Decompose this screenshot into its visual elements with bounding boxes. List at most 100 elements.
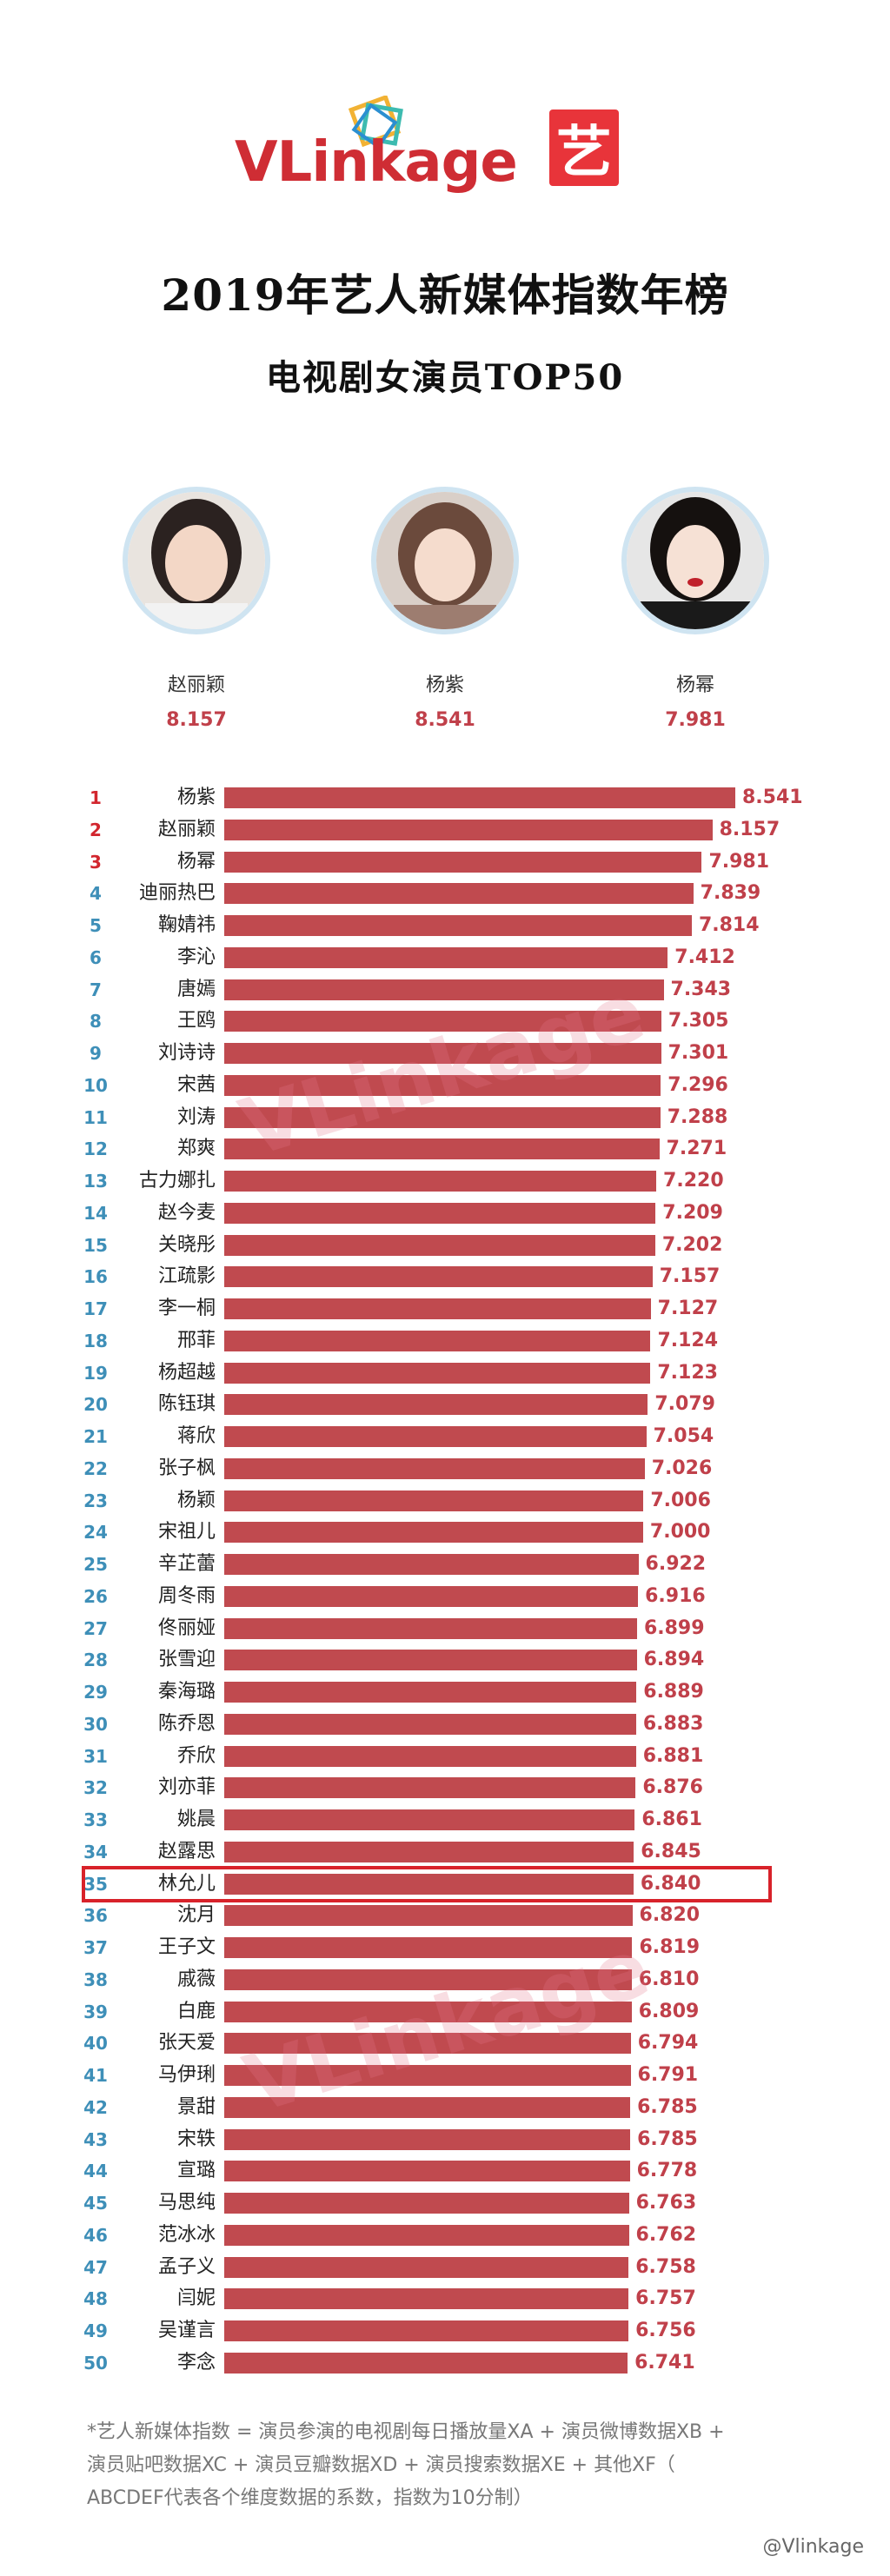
chart-row: 45 马思纯 6.763 bbox=[0, 2188, 890, 2219]
actress-name-label: 蒋欣 bbox=[176, 1425, 216, 1447]
score-bar bbox=[224, 1554, 639, 1575]
actress-name-label: 乔欣 bbox=[176, 1744, 216, 1767]
rank-label: 1 bbox=[90, 787, 102, 808]
score-bar bbox=[224, 1394, 648, 1416]
actress-name-label: 刘诗诗 bbox=[157, 1042, 216, 1064]
rank-label: 49 bbox=[83, 2320, 108, 2341]
chart-row: 16 江疏影 7.157 bbox=[0, 1261, 890, 1292]
chart-row: 8 王鸥 7.305 bbox=[0, 1006, 890, 1037]
chart-row: 50 李念 6.741 bbox=[0, 2347, 890, 2379]
score-value-label: 7.412 bbox=[674, 946, 735, 968]
score-value-label: 6.794 bbox=[637, 2032, 699, 2055]
score-value-label: 6.758 bbox=[635, 2255, 696, 2278]
actress-name-label: 李一桐 bbox=[157, 1298, 216, 1319]
score-value-label: 6.840 bbox=[640, 1872, 701, 1895]
score-value-label: 6.763 bbox=[635, 2192, 697, 2214]
portrait-icon bbox=[128, 492, 265, 629]
top3-name: 杨幂 bbox=[675, 674, 714, 696]
rank-label: 46 bbox=[83, 2224, 108, 2246]
score-value-label: 6.881 bbox=[642, 1744, 704, 1767]
score-bar bbox=[224, 2161, 630, 2182]
chart-row: 36 沈月 6.820 bbox=[0, 1900, 890, 1931]
rank-label: 37 bbox=[83, 1937, 108, 1958]
rank-label: 7 bbox=[90, 979, 102, 1000]
actress-name-label: 杨颖 bbox=[176, 1489, 216, 1511]
score-bar bbox=[224, 1969, 632, 1990]
top3-card-3: 杨幂 7.981 bbox=[608, 487, 782, 731]
actress-name-label: 王鸥 bbox=[176, 1010, 216, 1032]
score-value-label: 6.889 bbox=[643, 1681, 704, 1703]
chart-row: 3 杨幂 7.981 bbox=[0, 846, 890, 878]
top3-name: 赵丽颖 bbox=[167, 674, 225, 696]
score-value-label: 6.883 bbox=[642, 1712, 704, 1735]
score-bar bbox=[224, 2193, 629, 2214]
rank-label: 33 bbox=[83, 1809, 108, 1830]
actress-name-label: 江疏影 bbox=[157, 1265, 216, 1288]
chart-row: 25 辛芷蕾 6.922 bbox=[0, 1549, 890, 1580]
rank-label: 17 bbox=[83, 1298, 108, 1319]
score-value-label: 6.876 bbox=[642, 1776, 703, 1799]
rank-label: 8 bbox=[90, 1011, 102, 1032]
actress-name-label: 马思纯 bbox=[157, 2192, 216, 2214]
score-bar bbox=[224, 1043, 661, 1064]
score-bar bbox=[224, 2033, 631, 2055]
chart-row: 15 关晓彤 7.202 bbox=[0, 1230, 890, 1261]
top3-score: 7.981 bbox=[665, 709, 726, 731]
rank-label: 40 bbox=[83, 2033, 108, 2055]
score-bar bbox=[224, 1809, 635, 1830]
score-value-label: 8.541 bbox=[742, 787, 803, 808]
rank-label: 42 bbox=[83, 2096, 108, 2118]
score-value-label: 6.845 bbox=[641, 1840, 701, 1862]
score-bar bbox=[224, 787, 735, 808]
score-value-label: 7.301 bbox=[668, 1042, 729, 1064]
chart-row: 17 李一桐 7.127 bbox=[0, 1293, 890, 1325]
rank-label: 38 bbox=[83, 1969, 108, 1990]
chart-row: 13 古力娜扎 7.220 bbox=[0, 1165, 890, 1197]
rank-label: 20 bbox=[83, 1394, 108, 1416]
actress-name-label: 迪丽热巴 bbox=[138, 882, 216, 905]
actress-name-label: 沈月 bbox=[176, 1904, 216, 1927]
actress-name-label: 周冬雨 bbox=[157, 1584, 216, 1607]
chart-row: 4 迪丽热巴 7.839 bbox=[0, 878, 890, 909]
portrait-icon bbox=[376, 492, 514, 629]
score-bar bbox=[224, 1234, 655, 1256]
chart-row: 29 秦海璐 6.889 bbox=[0, 1676, 890, 1708]
score-bar bbox=[224, 1362, 651, 1384]
actress-name-label: 鞠婧祎 bbox=[157, 914, 216, 936]
score-bar bbox=[224, 1777, 636, 1799]
rank-label: 50 bbox=[83, 2352, 108, 2374]
rank-label: 48 bbox=[83, 2288, 108, 2310]
score-value-label: 7.006 bbox=[650, 1489, 711, 1511]
score-value-label: 7.157 bbox=[659, 1265, 721, 1288]
score-bar bbox=[224, 1650, 637, 1671]
actress-name-label: 范冰冰 bbox=[157, 2223, 216, 2246]
actress-name-label: 赵今麦 bbox=[157, 1201, 216, 1224]
score-value-label: 7.124 bbox=[657, 1329, 719, 1351]
score-value-label: 7.220 bbox=[663, 1170, 724, 1192]
chart-row: 38 戚薇 6.810 bbox=[0, 1964, 890, 1995]
rank-label: 28 bbox=[83, 1650, 108, 1671]
chart-row: 21 蒋欣 7.054 bbox=[0, 1421, 890, 1452]
chart-row: 30 陈乔恩 6.883 bbox=[0, 1709, 890, 1740]
score-value-label: 7.305 bbox=[668, 1010, 729, 1032]
score-bar bbox=[224, 1426, 647, 1447]
score-bar bbox=[224, 883, 694, 905]
score-value-label: 6.810 bbox=[638, 1968, 700, 1990]
chart-row: 46 范冰冰 6.762 bbox=[0, 2220, 890, 2251]
page-title: 2019年艺人新媒体指数年榜 bbox=[161, 269, 729, 321]
actress-name-label: 闫妮 bbox=[176, 2287, 216, 2310]
score-bar bbox=[224, 1522, 643, 1544]
score-bar bbox=[224, 1585, 639, 1607]
score-value-label: 6.756 bbox=[635, 2320, 696, 2341]
score-value-label: 6.894 bbox=[643, 1649, 705, 1671]
actress-name-label: 王子文 bbox=[157, 1936, 216, 1958]
score-value-label: 7.814 bbox=[698, 914, 760, 936]
chart-row: 33 姚晨 6.861 bbox=[0, 1804, 890, 1836]
score-bar bbox=[224, 819, 713, 840]
score-value-label: 7.343 bbox=[670, 978, 732, 1000]
score-value-label: 6.791 bbox=[637, 2064, 699, 2086]
chart-row: 27 佟丽娅 6.899 bbox=[0, 1613, 890, 1644]
score-value-label: 7.296 bbox=[668, 1073, 728, 1096]
rank-label: 15 bbox=[83, 1234, 108, 1256]
chart-row: 41 马伊琍 6.791 bbox=[0, 2060, 890, 2091]
